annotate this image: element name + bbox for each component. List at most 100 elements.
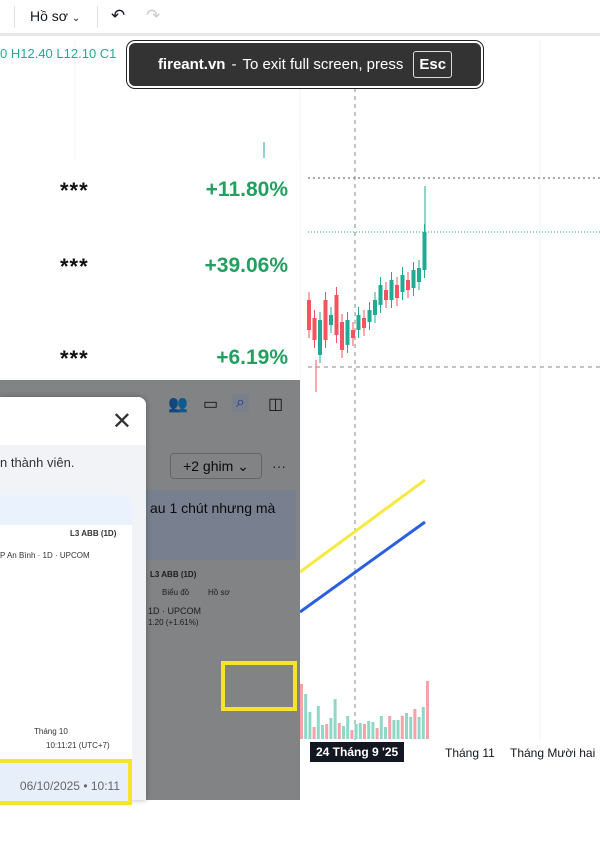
candle-body	[340, 322, 344, 350]
moving-average-blue	[299, 520, 426, 614]
candle-body	[351, 330, 355, 338]
fullscreen-toast: fireant.vn - To exit full screen, press …	[126, 40, 484, 89]
pins-dropdown[interactable]: +2 ghim ⌄	[170, 453, 262, 479]
divider	[97, 6, 98, 28]
volume-bar	[304, 694, 308, 739]
member-text: n thành viên.	[0, 455, 75, 470]
candle-body	[312, 318, 317, 340]
message-timestamp: 06/10/2025 • 10:11	[0, 759, 132, 805]
volume-bar	[426, 681, 429, 739]
candle-body	[395, 285, 399, 298]
candle-body	[378, 285, 383, 305]
mini-time: 10:11:21 (UTC+7)	[46, 741, 110, 750]
pins-label: +2 ghim	[183, 458, 234, 474]
candle-body	[362, 318, 366, 328]
candle-body	[373, 300, 377, 315]
volume-bar	[367, 721, 371, 739]
item-change: +39.06%	[204, 254, 289, 277]
volume-bar	[388, 716, 392, 739]
close-value: C1	[99, 46, 117, 61]
profile-label: Hồ sơ	[30, 8, 68, 24]
volume-bar	[333, 699, 337, 739]
close-icon[interactable]: ✕	[111, 408, 132, 435]
volume-bar	[312, 727, 316, 739]
profile-menu[interactable]: Hồ sơ	[208, 588, 230, 597]
mini-symbol: P An Bình · 1D · UPCOM	[0, 551, 90, 560]
axis-label: Tháng 11	[445, 746, 495, 760]
candle-body	[406, 280, 410, 290]
date-text: 06/10/2025 • 10:11	[19, 779, 120, 793]
candle-body	[356, 315, 361, 330]
highlight-box	[221, 661, 297, 711]
dialog-header: ✕	[0, 397, 146, 445]
volume-bar	[300, 684, 303, 739]
volume-bar	[379, 716, 383, 739]
volume-bar	[405, 713, 408, 739]
undo-icon[interactable]: ↶	[111, 6, 126, 25]
candle-body	[318, 320, 322, 355]
chevron-down-icon: ⌄	[71, 13, 81, 24]
panel-toggle-icon[interactable]: ◫	[268, 396, 284, 413]
chart-toolbar: Hồ sơ ⌄ ↶ ↷	[0, 0, 600, 36]
volume-bar	[308, 712, 312, 739]
list-item: *** +39.06%	[0, 254, 300, 294]
item-name: ***	[60, 346, 89, 371]
volume-bar	[329, 718, 333, 739]
volume-bar	[337, 723, 341, 739]
time-axis: 24 Tháng 9 '25 Tháng 11 Tháng Mười hai	[300, 740, 600, 764]
chart-tab[interactable]: L3 ABB (1D)	[150, 570, 197, 579]
candle-body	[367, 310, 372, 322]
list-item: *** +6.19%	[0, 346, 300, 386]
group-icon[interactable]: 👥	[168, 396, 188, 413]
performance-list: *** +11.80% *** +39.06% *** +6.19%	[0, 160, 300, 380]
price-chart[interactable]	[0, 0, 600, 800]
volume-bar	[354, 724, 358, 739]
volume-bar	[346, 716, 350, 739]
more-icon[interactable]: ···	[272, 458, 286, 474]
candle-body	[345, 320, 350, 345]
divider	[14, 6, 15, 28]
volume-bar	[316, 706, 320, 739]
volume-bar	[321, 725, 324, 739]
search-icon[interactable]: ⌕	[232, 394, 249, 412]
candle-body	[334, 295, 339, 335]
volume-bar	[400, 716, 404, 739]
chart-menu[interactable]: Biểu đồ	[162, 588, 190, 597]
profile-dropdown[interactable]: Hồ sơ ⌄	[30, 8, 80, 24]
item-name: ***	[60, 178, 89, 203]
video-icon[interactable]: ▭	[203, 396, 219, 413]
volume-bar	[417, 717, 421, 739]
symbol-label: 1D · UPCOM	[148, 606, 202, 616]
volume-bar	[350, 730, 354, 739]
crosshair-date-label: 24 Tháng 9 '25	[310, 742, 405, 762]
item-name: ***	[60, 254, 89, 279]
message-text: au 1 chút nhưng mà	[150, 500, 276, 516]
share-dialog: ✕ n thành viên. L3 ABB (1D) P An Bình · …	[0, 397, 146, 845]
candle-body	[323, 300, 328, 340]
redo-icon[interactable]: ↷	[146, 6, 161, 25]
mini-tab: L3 ABB (1D)	[70, 529, 117, 538]
candle-body	[422, 232, 427, 270]
candle-body	[329, 315, 333, 325]
candle-body	[417, 268, 421, 282]
candle-body	[411, 270, 416, 288]
ohlc-legend: 0 H12.40 L12.10 C1	[0, 46, 116, 61]
item-change: +11.80%	[205, 178, 288, 201]
volume-bar	[384, 727, 387, 739]
candle-body	[389, 280, 394, 300]
open-value: 0	[0, 46, 8, 61]
esc-key: Esc	[413, 51, 453, 78]
item-change: +6.19%	[216, 346, 288, 369]
volume-bar	[371, 722, 375, 739]
change-label: 1.20 (+1.61%)	[148, 618, 199, 627]
volume-bar	[358, 723, 362, 739]
volume-bar	[363, 724, 366, 739]
volume-bar	[342, 726, 345, 739]
volume-bar	[392, 720, 396, 739]
list-item: *** +11.80%	[0, 178, 300, 218]
message-bubble: au 1 chút nhưng mà	[146, 490, 296, 560]
candle-body	[400, 275, 405, 292]
volume-bar	[375, 728, 379, 739]
site-name: fireant.vn	[157, 56, 226, 73]
candle-body	[384, 290, 388, 300]
